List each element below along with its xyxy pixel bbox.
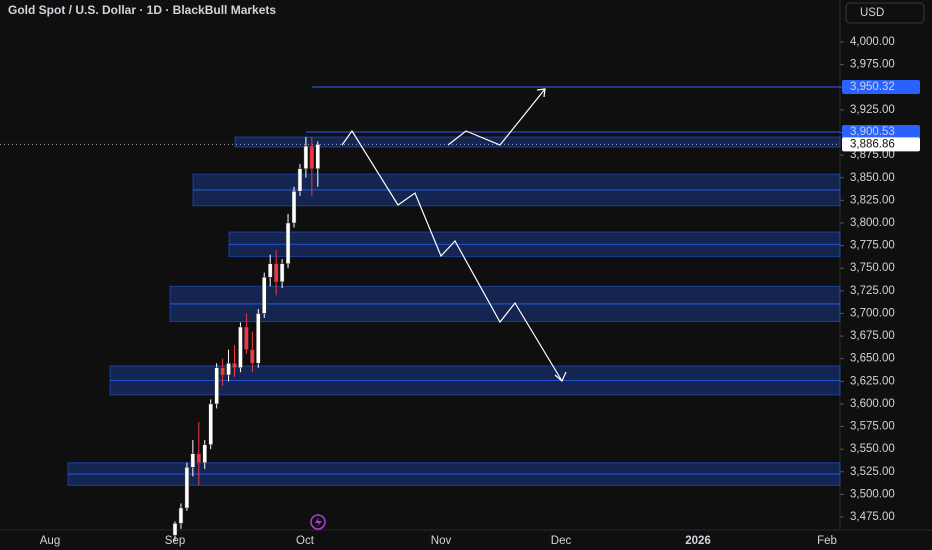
y-tick-label: 3,750.00 bbox=[850, 262, 895, 274]
candle-body bbox=[208, 403, 213, 445]
currency-label: USD bbox=[860, 7, 884, 19]
event-icon-bolt bbox=[315, 517, 322, 527]
candle-body bbox=[178, 507, 184, 524]
arrowhead bbox=[554, 371, 567, 382]
marks bbox=[0, 86, 840, 542]
price-tag bbox=[842, 79, 920, 94]
candle-body bbox=[202, 444, 207, 463]
y-tick-label: 4,000.00 bbox=[850, 36, 895, 48]
chart-title: Gold Spot / U.S. Dollar · 1D · BlackBull… bbox=[8, 3, 276, 17]
zone bbox=[234, 136, 841, 148]
price-tag-label: 3,900.53 bbox=[850, 126, 895, 138]
y-tick-label: 3,650.00 bbox=[850, 353, 895, 365]
candle-body bbox=[303, 145, 309, 169]
candle-body bbox=[309, 145, 315, 169]
zones bbox=[67, 136, 841, 486]
candle-body bbox=[267, 263, 273, 278]
x-tick-label: 2026 bbox=[685, 535, 711, 547]
candle-body bbox=[273, 263, 279, 283]
candle-body bbox=[172, 523, 178, 536]
candle-body bbox=[220, 367, 225, 376]
price-tag-label: 3,886.86 bbox=[850, 138, 895, 150]
y-tick-label: 3,625.00 bbox=[850, 375, 895, 387]
y-tick-label: 3,800.00 bbox=[850, 217, 895, 229]
candle-body bbox=[315, 143, 321, 169]
y-tick-label: 3,525.00 bbox=[850, 466, 895, 478]
candle-body bbox=[244, 326, 249, 350]
x-tick-label: Sep bbox=[165, 535, 185, 547]
y-tick-label: 3,700.00 bbox=[850, 307, 895, 319]
x-tick-label: Nov bbox=[431, 535, 452, 547]
y-tick-label: 3,775.00 bbox=[850, 240, 895, 252]
price-tag-label: 3,950.32 bbox=[850, 81, 895, 93]
candle-body bbox=[291, 191, 297, 224]
candle-body bbox=[196, 453, 202, 463]
candle-body bbox=[184, 467, 190, 509]
candle-body bbox=[297, 168, 303, 192]
y-tick-label: 3,975.00 bbox=[850, 59, 895, 71]
x-tick-label: Dec bbox=[551, 535, 572, 547]
y-tick-label: 3,725.00 bbox=[850, 285, 895, 297]
x-tick-label: Feb bbox=[817, 535, 837, 547]
candle-body bbox=[256, 313, 261, 364]
candle-body bbox=[250, 349, 255, 364]
arrowhead bbox=[536, 88, 546, 98]
x-tick-label: Aug bbox=[40, 535, 60, 547]
y-tick-label: 3,875.00 bbox=[850, 149, 895, 161]
candle-body bbox=[226, 362, 231, 376]
y-tick-label: 3,675.00 bbox=[850, 330, 895, 342]
y-tick-label: 3,550.00 bbox=[850, 443, 895, 455]
y-tick-label: 3,575.00 bbox=[850, 421, 895, 433]
projection-arrow-up bbox=[447, 88, 546, 146]
y-tick-label: 3,600.00 bbox=[850, 398, 895, 410]
y-tick-label: 3,500.00 bbox=[850, 488, 895, 500]
candle-body bbox=[232, 362, 237, 368]
candle-body bbox=[285, 222, 291, 264]
candle-body bbox=[238, 326, 243, 368]
price-tag bbox=[842, 137, 920, 152]
event-icon[interactable] bbox=[310, 514, 326, 530]
x-tick-label: Oct bbox=[296, 535, 315, 547]
price-tag bbox=[842, 125, 920, 140]
projection-arrow-down bbox=[341, 129, 563, 382]
candle-body bbox=[262, 276, 267, 314]
y-tick-label: 3,850.00 bbox=[850, 172, 895, 184]
y-tick-label: 3,925.00 bbox=[850, 104, 895, 116]
y-tick-label: 3,825.00 bbox=[850, 194, 895, 206]
y-tick-label: 3,475.00 bbox=[850, 511, 895, 523]
candle-body bbox=[214, 367, 219, 405]
candle-body bbox=[190, 453, 196, 468]
candle-body bbox=[279, 263, 285, 283]
currency-button[interactable] bbox=[845, 2, 925, 24]
